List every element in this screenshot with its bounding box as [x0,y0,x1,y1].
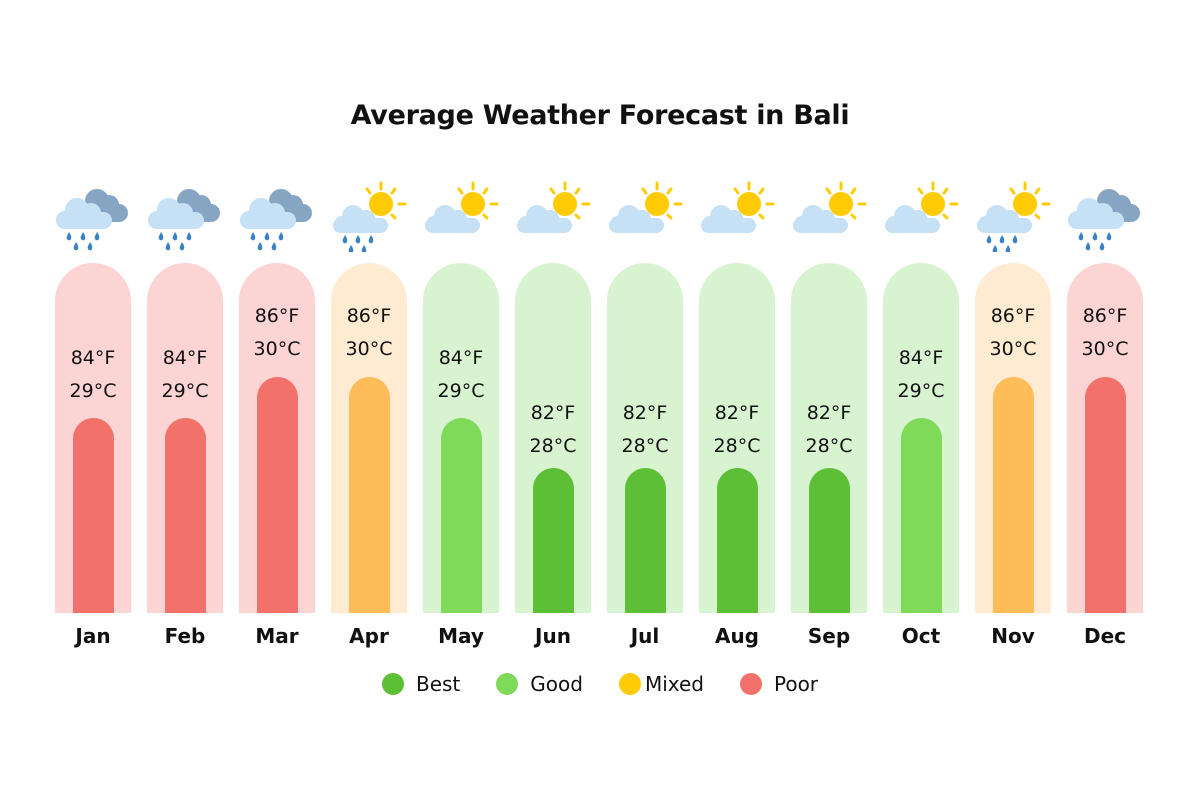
month-label: Jan [75,624,111,648]
legend-dot-best [381,673,404,695]
legend: Best Good Mixed Poor [0,672,1200,696]
temp-f-label: 86°F [346,305,392,327]
month-column-feb: 84°F 29°C Feb [147,0,223,800]
temp-c-label: 28°C [529,435,577,457]
temp-f-label: 82°F [530,402,576,424]
legend-item-mixed: Mixed [618,672,704,696]
month-label: Aug [714,624,760,648]
month-label: Sep [807,624,851,648]
month-label: Oct [901,624,941,648]
partly-sunny-icon [421,180,501,252]
partly-sunny-icon [513,180,593,252]
temp-c-label: 29°C [437,380,485,402]
temp-c-label: 29°C [897,380,945,402]
legend-item-good: Good [496,672,583,696]
temperature-bar [532,468,574,613]
legend-item-best: Best [381,672,461,696]
temp-f-label: 84°F [438,347,484,369]
temp-f-label: 84°F [898,347,944,369]
month-column-oct: 84°F 29°C Oct [883,0,959,800]
temp-f-label: 86°F [990,305,1036,327]
month-column-jun: 82°F 28°C Jun [515,0,591,800]
rain-cloud-icon [53,180,133,252]
temperature-bar [72,418,114,613]
legend-label: Poor [773,672,819,696]
rain-cloud-icon [1065,180,1145,252]
temperature-bar [808,468,850,613]
temperature-bar [348,377,390,613]
temp-f-label: 82°F [806,402,852,424]
month-label: Mar [255,624,299,648]
temp-c-label: 30°C [989,338,1037,360]
temperature-bar [1084,377,1126,613]
temp-c-label: 30°C [253,338,301,360]
temp-c-label: 28°C [713,435,761,457]
month-column-aug: 82°F 28°C Aug [699,0,775,800]
partly-sunny-icon [697,180,777,252]
month-column-jan: 84°F 29°C Jan [55,0,131,800]
rain-cloud-icon [145,180,225,252]
month-column-nov: 86°F 30°C Nov [975,0,1051,800]
temp-c-label: 30°C [1081,338,1129,360]
legend-dot-mixed [618,673,641,695]
temp-c-label: 28°C [805,435,853,457]
month-column-dec: 86°F 30°C Dec [1067,0,1143,800]
legend-dot-poor [739,673,762,695]
month-label: Jun [535,624,571,648]
temp-f-label: 82°F [714,402,760,424]
month-label: May [438,624,484,648]
temp-f-label: 84°F [162,347,208,369]
temperature-bar [624,468,666,613]
sun-rain-cloud-icon [973,180,1053,254]
temperature-bar [164,418,206,613]
partly-sunny-icon [605,180,685,252]
temperature-bar [440,418,482,613]
legend-label: Best [415,672,461,696]
temp-f-label: 82°F [622,402,668,424]
temp-f-label: 84°F [70,347,116,369]
temperature-bar [256,377,298,613]
sun-rain-cloud-icon [329,180,409,254]
month-label: Jul [630,624,660,648]
month-label: Nov [991,624,1035,648]
rain-cloud-icon [237,180,317,252]
temperature-bar [992,377,1034,613]
legend-label: Good [530,672,583,696]
month-column-mar: 86°F 30°C Mar [239,0,315,800]
temp-f-label: 86°F [254,305,300,327]
month-column-may: 84°F 29°C May [423,0,499,800]
month-label: Feb [164,624,206,648]
legend-label: Mixed [644,672,704,696]
month-label: Dec [1083,624,1127,648]
temperature-bar [716,468,758,613]
month-column-apr: 86°F 30°C Apr [331,0,407,800]
temp-c-label: 28°C [621,435,669,457]
month-column-sep: 82°F 28°C Sep [791,0,867,800]
partly-sunny-icon [881,180,961,252]
month-label: Apr [349,624,389,648]
legend-item-poor: Poor [739,672,819,696]
temperature-bar [900,418,942,613]
legend-dot-good [496,673,519,695]
partly-sunny-icon [789,180,869,252]
temp-c-label: 30°C [345,338,393,360]
temp-c-label: 29°C [69,380,117,402]
temp-c-label: 29°C [161,380,209,402]
chart-title: Average Weather Forecast in Bali [350,100,850,131]
temp-f-label: 86°F [1082,305,1128,327]
month-column-jul: 82°F 28°C Jul [607,0,683,800]
